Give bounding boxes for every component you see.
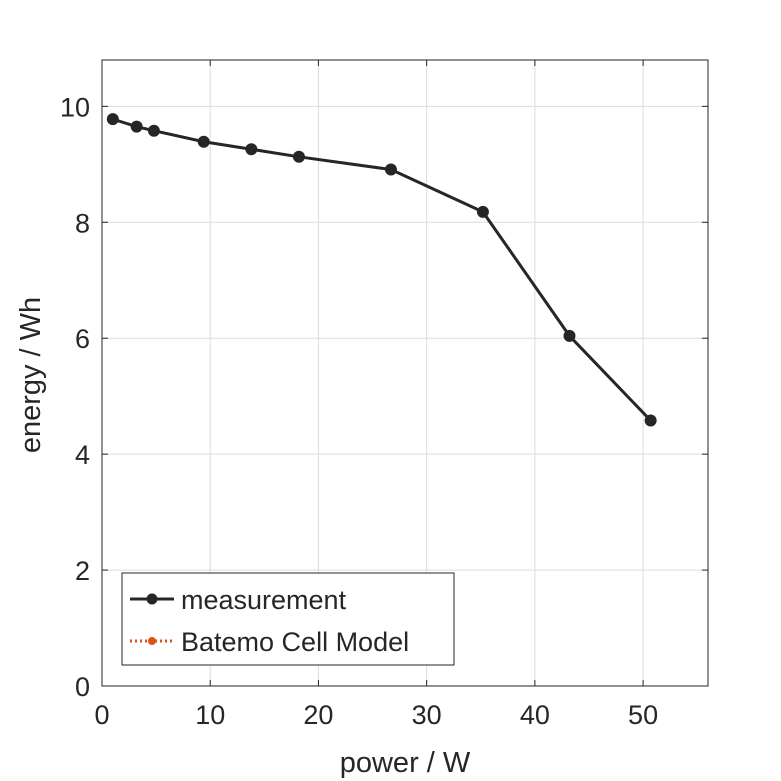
legend-swatch-marker <box>146 593 158 605</box>
y-tick-label: 10 <box>60 92 90 122</box>
x-tick-label: 10 <box>195 700 225 730</box>
data-point <box>245 143 258 156</box>
series-layer <box>106 113 657 427</box>
series-line-0 <box>112 117 652 422</box>
x-axis-label: power / W <box>340 747 471 779</box>
data-point <box>130 120 143 133</box>
grid-layer <box>101 60 708 687</box>
data-point <box>106 113 119 126</box>
x-tick-label: 50 <box>628 700 658 730</box>
y-tick-label: 8 <box>75 208 90 238</box>
x-tick-label: 30 <box>412 700 442 730</box>
y-axis-label: energy / Wh <box>15 297 47 453</box>
y-tick-label: 2 <box>75 556 90 586</box>
legend-label: Batemo Cell Model <box>181 627 409 657</box>
data-point <box>644 414 657 427</box>
tick-layer: 0 10 20 30 40 50 0 2 4 6 8 10 <box>60 60 708 730</box>
data-point <box>384 163 397 176</box>
data-point <box>147 124 160 137</box>
data-point <box>292 150 305 163</box>
y-tick-label: 4 <box>75 440 90 470</box>
legend-box <box>121 572 455 666</box>
legend-label: measurement <box>181 585 347 615</box>
legend: measurement Batemo Cell Model <box>121 572 455 666</box>
y-tick-label: 0 <box>75 672 90 702</box>
axes-box <box>101 59 709 687</box>
data-point <box>476 205 489 218</box>
legend-swatch-marker <box>148 637 156 645</box>
data-point <box>563 329 576 342</box>
data-point <box>197 135 210 148</box>
y-tick-label: 6 <box>75 324 90 354</box>
x-tick-label: 20 <box>303 700 333 730</box>
x-tick-label: 40 <box>520 700 550 730</box>
x-tick-label: 0 <box>94 700 109 730</box>
